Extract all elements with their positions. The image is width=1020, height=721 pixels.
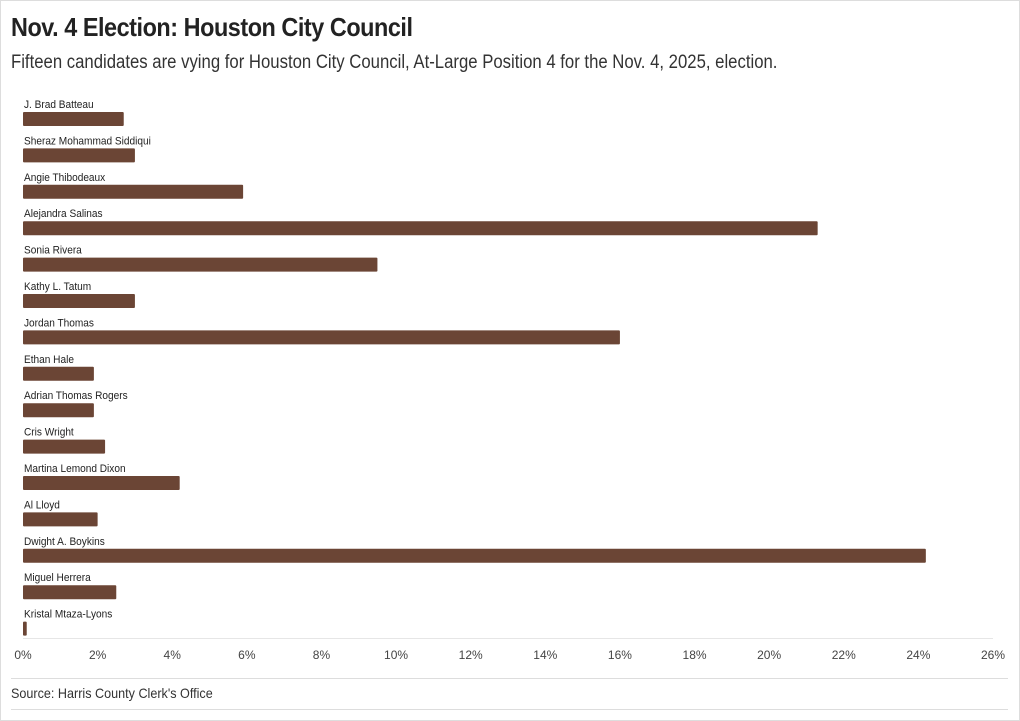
- bar: [23, 366, 94, 381]
- divider: [11, 678, 1008, 679]
- bar-category-label: Ethan Hale: [24, 353, 74, 365]
- bar-category-label: Angie Thibodeaux: [24, 171, 106, 183]
- bar-category-label: Martina Lemond Dixon: [24, 463, 126, 475]
- x-tick-label: 26%: [981, 648, 1005, 662]
- bar-category-label: Kristal Mtaza-Lyons: [24, 608, 112, 620]
- source-note: Source: Harris County Clerk's Office: [11, 685, 213, 701]
- bar: [23, 112, 124, 126]
- bar: [23, 439, 106, 454]
- bar: [23, 257, 378, 272]
- bar: [23, 221, 818, 236]
- bar-category-label: Sheraz Mohammad Siddiqui: [24, 135, 151, 147]
- x-tick-label: 24%: [906, 648, 930, 662]
- bar-category-label: Adrian Thomas Rogers: [24, 390, 128, 402]
- x-tick-label: 8%: [313, 648, 331, 662]
- bar: [23, 403, 94, 418]
- x-tick-label: 18%: [683, 648, 707, 662]
- bar: [23, 585, 117, 600]
- bar: [23, 330, 620, 345]
- bar-category-label: Jordan Thomas: [24, 317, 94, 329]
- bar: [23, 476, 180, 490]
- x-tick-label: 12%: [459, 648, 483, 662]
- x-tick-label: 0%: [14, 648, 32, 662]
- chart-subtitle: Fifteen candidates are vying for Houston…: [11, 52, 778, 73]
- bar-category-label: Sonia Rivera: [24, 244, 82, 256]
- bar: [23, 548, 926, 563]
- bar-category-label: Alejandra Salinas: [24, 208, 103, 220]
- bar-category-label: Dwight A. Boykins: [24, 535, 105, 547]
- bar-category-label: Miguel Herrera: [24, 572, 91, 584]
- bar-category-label: Cris Wright: [24, 426, 74, 438]
- bar: [23, 621, 27, 636]
- divider: [11, 709, 1008, 710]
- bar-category-label: Kathy L. Tatum: [24, 281, 91, 293]
- x-tick-label: 14%: [533, 648, 557, 662]
- bar-chart: 0% 2% 4% 6% 8% 10% 12% 14% 16% 18% 20% 22% 24% 26% J. …: [14, 99, 1005, 662]
- x-tick-label: 20%: [757, 648, 781, 662]
- bar: [23, 148, 135, 163]
- x-tick-label: 10%: [384, 648, 408, 662]
- page-title: Nov. 4 Election: Houston City Council: [11, 12, 413, 42]
- x-tick-label: 4%: [164, 648, 182, 662]
- bar-category-label: Al Lloyd: [24, 499, 60, 511]
- x-tick-label: 6%: [238, 648, 256, 662]
- bar: [23, 184, 244, 199]
- bar-category-label: J. Brad Batteau: [24, 99, 94, 111]
- x-tick-label: 16%: [608, 648, 632, 662]
- x-tick-label: 22%: [832, 648, 856, 662]
- bar: [23, 512, 98, 527]
- x-tick-label: 2%: [89, 648, 107, 662]
- bar: [23, 294, 135, 308]
